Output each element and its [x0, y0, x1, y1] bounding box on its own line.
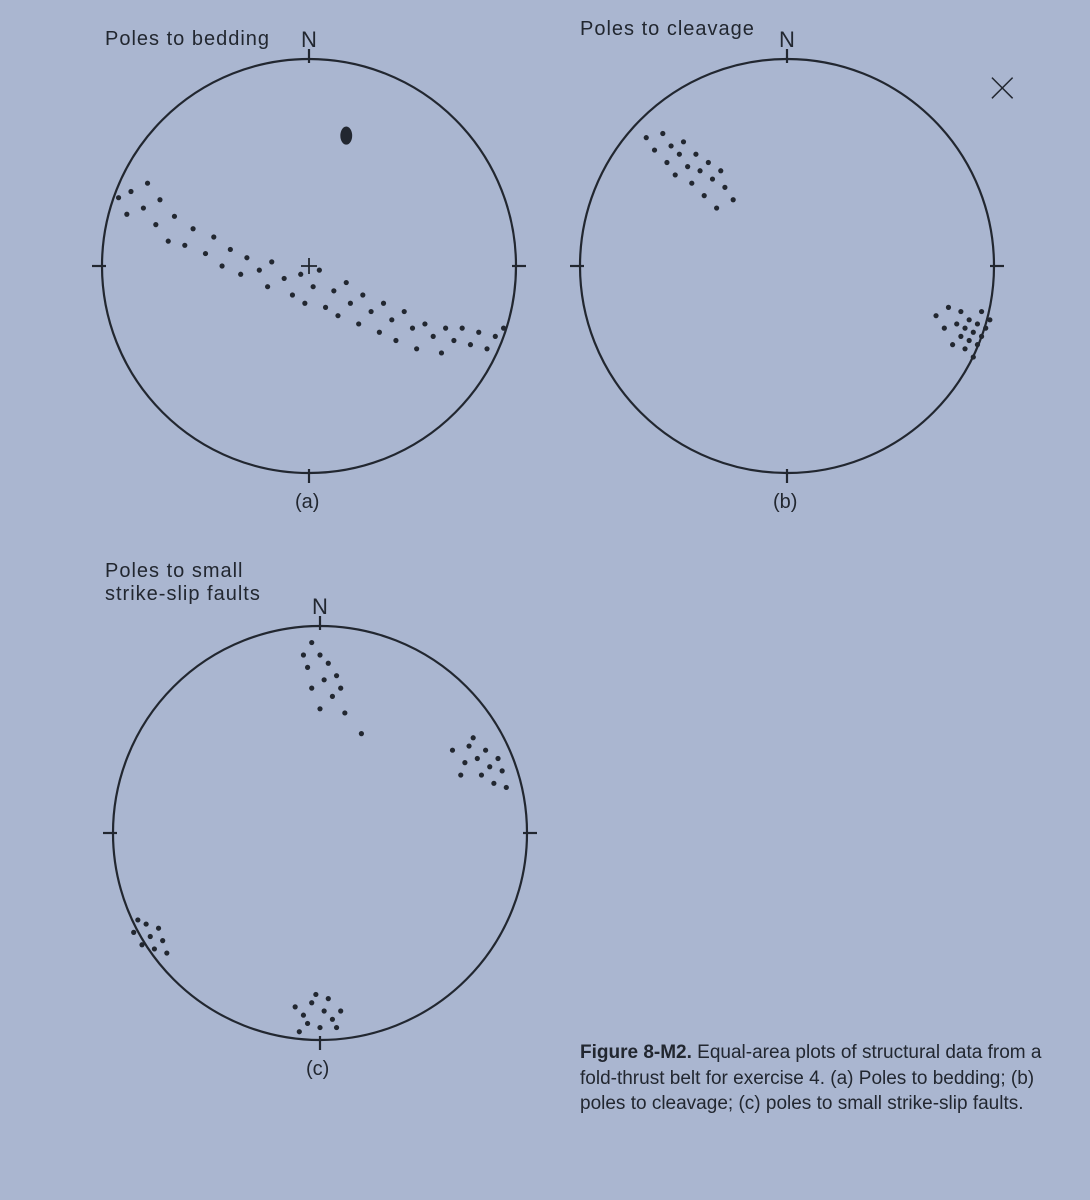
figure-caption-label: Figure 8-M2.	[580, 1042, 692, 1063]
stereonet-c	[83, 596, 557, 1070]
plot-a-sublabel: (a)	[295, 491, 319, 514]
stereonet-a-svg	[72, 29, 546, 503]
stereonet-b-svg	[550, 29, 1024, 503]
plot-b-sublabel: (b)	[773, 491, 797, 514]
stereonet-a	[72, 29, 546, 503]
stereonet-c-svg	[83, 596, 557, 1070]
plot-c-sublabel: (c)	[306, 1058, 329, 1081]
stereonet-b	[550, 29, 1024, 503]
figure-caption: Figure 8-M2. Equal-area plots of structu…	[580, 1040, 1060, 1117]
